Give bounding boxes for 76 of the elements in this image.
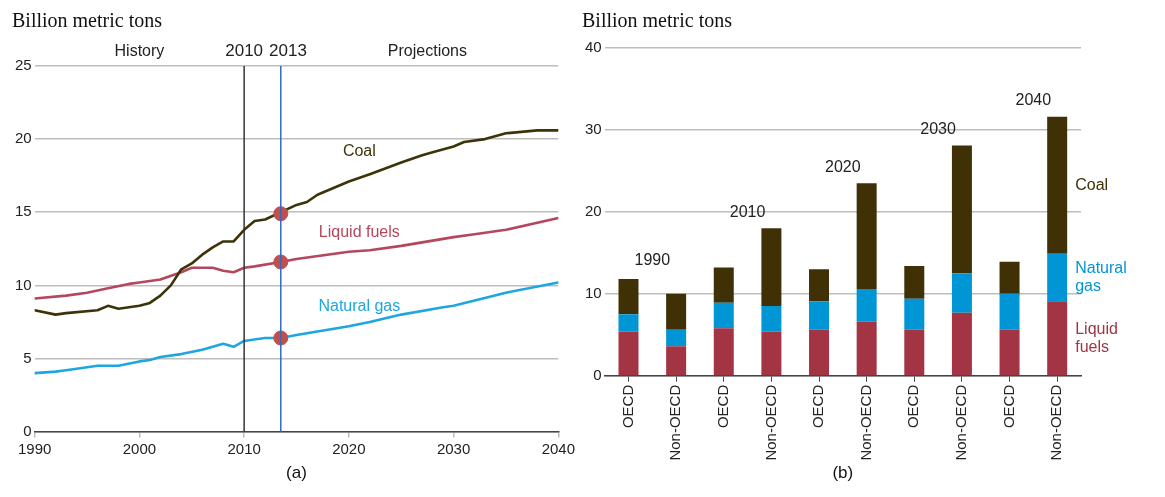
y-tick-label: 15 [15,202,32,220]
x-tick-label: Non-OECD [666,384,684,461]
bar [618,279,639,315]
bar [809,329,830,375]
bar [713,267,734,303]
y-axis-title: Billion metric tons [582,9,733,32]
y-tick-label: 20 [15,129,32,147]
bar [666,293,687,330]
bar [856,321,877,375]
bar [761,331,782,375]
y-tick-label: 5 [23,348,32,366]
series-label: Coal [342,142,376,160]
bar [951,145,972,274]
series-label: Coal [1075,175,1109,193]
x-axis-title: (b) [832,463,854,483]
x-axis-title: (a) [286,463,307,483]
bar [809,269,830,302]
x-tick-label: 2040 [541,439,575,457]
x-tick-label: 2030 [436,439,471,457]
x-tick-label: Non-OECD [1047,384,1065,461]
y-tick-label: 10 [15,275,32,293]
y-tick-label: 30 [585,120,602,138]
annotation: 2020 [825,157,861,175]
ref-line-label: 2010 [225,41,264,61]
bar [904,298,925,330]
x-tick-label: 2010 [227,439,261,457]
y-tick-label: 20 [585,202,602,220]
bar [1047,301,1068,375]
text: History [114,42,165,60]
bar [904,329,925,375]
annotation: 2010 [729,202,766,220]
y-axis-title: Billion metric tons [12,9,163,32]
x-tick-label: Non-OECD [856,384,874,461]
x-tick-label: Non-OECD [761,384,779,461]
x-tick-label: OECD [999,384,1017,429]
annotation: 2040 [1015,91,1052,109]
bar [999,293,1020,330]
bar [1047,116,1068,254]
bar [666,346,687,375]
bar [713,328,734,375]
bar [951,273,972,313]
series-label: Natural gas [318,296,401,314]
bar [761,228,782,307]
bar [809,301,830,330]
x-tick-label: 1990 [18,439,52,457]
bar [951,312,972,375]
y-tick-label: 25 [15,56,32,74]
bar [856,183,877,289]
bar [713,302,734,329]
y-tick-label: 40 [585,38,602,56]
bar [856,288,877,322]
bar [666,329,687,347]
series-label: Liquid fuels [1075,319,1118,355]
text: Projections [387,42,467,60]
bar [999,261,1020,294]
y-tick-label: 10 [585,283,602,301]
bar [1047,253,1068,302]
x-tick-label: OECD [809,384,827,429]
x-tick-label: Non-OECD [952,384,970,461]
bar [904,265,925,299]
annotation: 2030 [920,119,956,137]
annotation: 1990 [634,251,671,269]
x-tick-label: OECD [713,384,731,429]
bar [999,329,1020,375]
series-label: Liquid fuels [318,223,400,241]
x-tick-label: 2000 [122,439,157,457]
y-tick-label: 0 [23,421,32,439]
x-tick-label: OECD [904,384,922,429]
x-tick-label: OECD [618,384,636,429]
bar [618,314,639,332]
bar [761,306,782,332]
y-tick-label: 0 [593,365,602,383]
ref-line-label: 2013 [269,41,307,61]
x-tick-label: 2020 [332,439,366,457]
bar [618,331,639,375]
series-label: Natural gas [1075,258,1127,294]
